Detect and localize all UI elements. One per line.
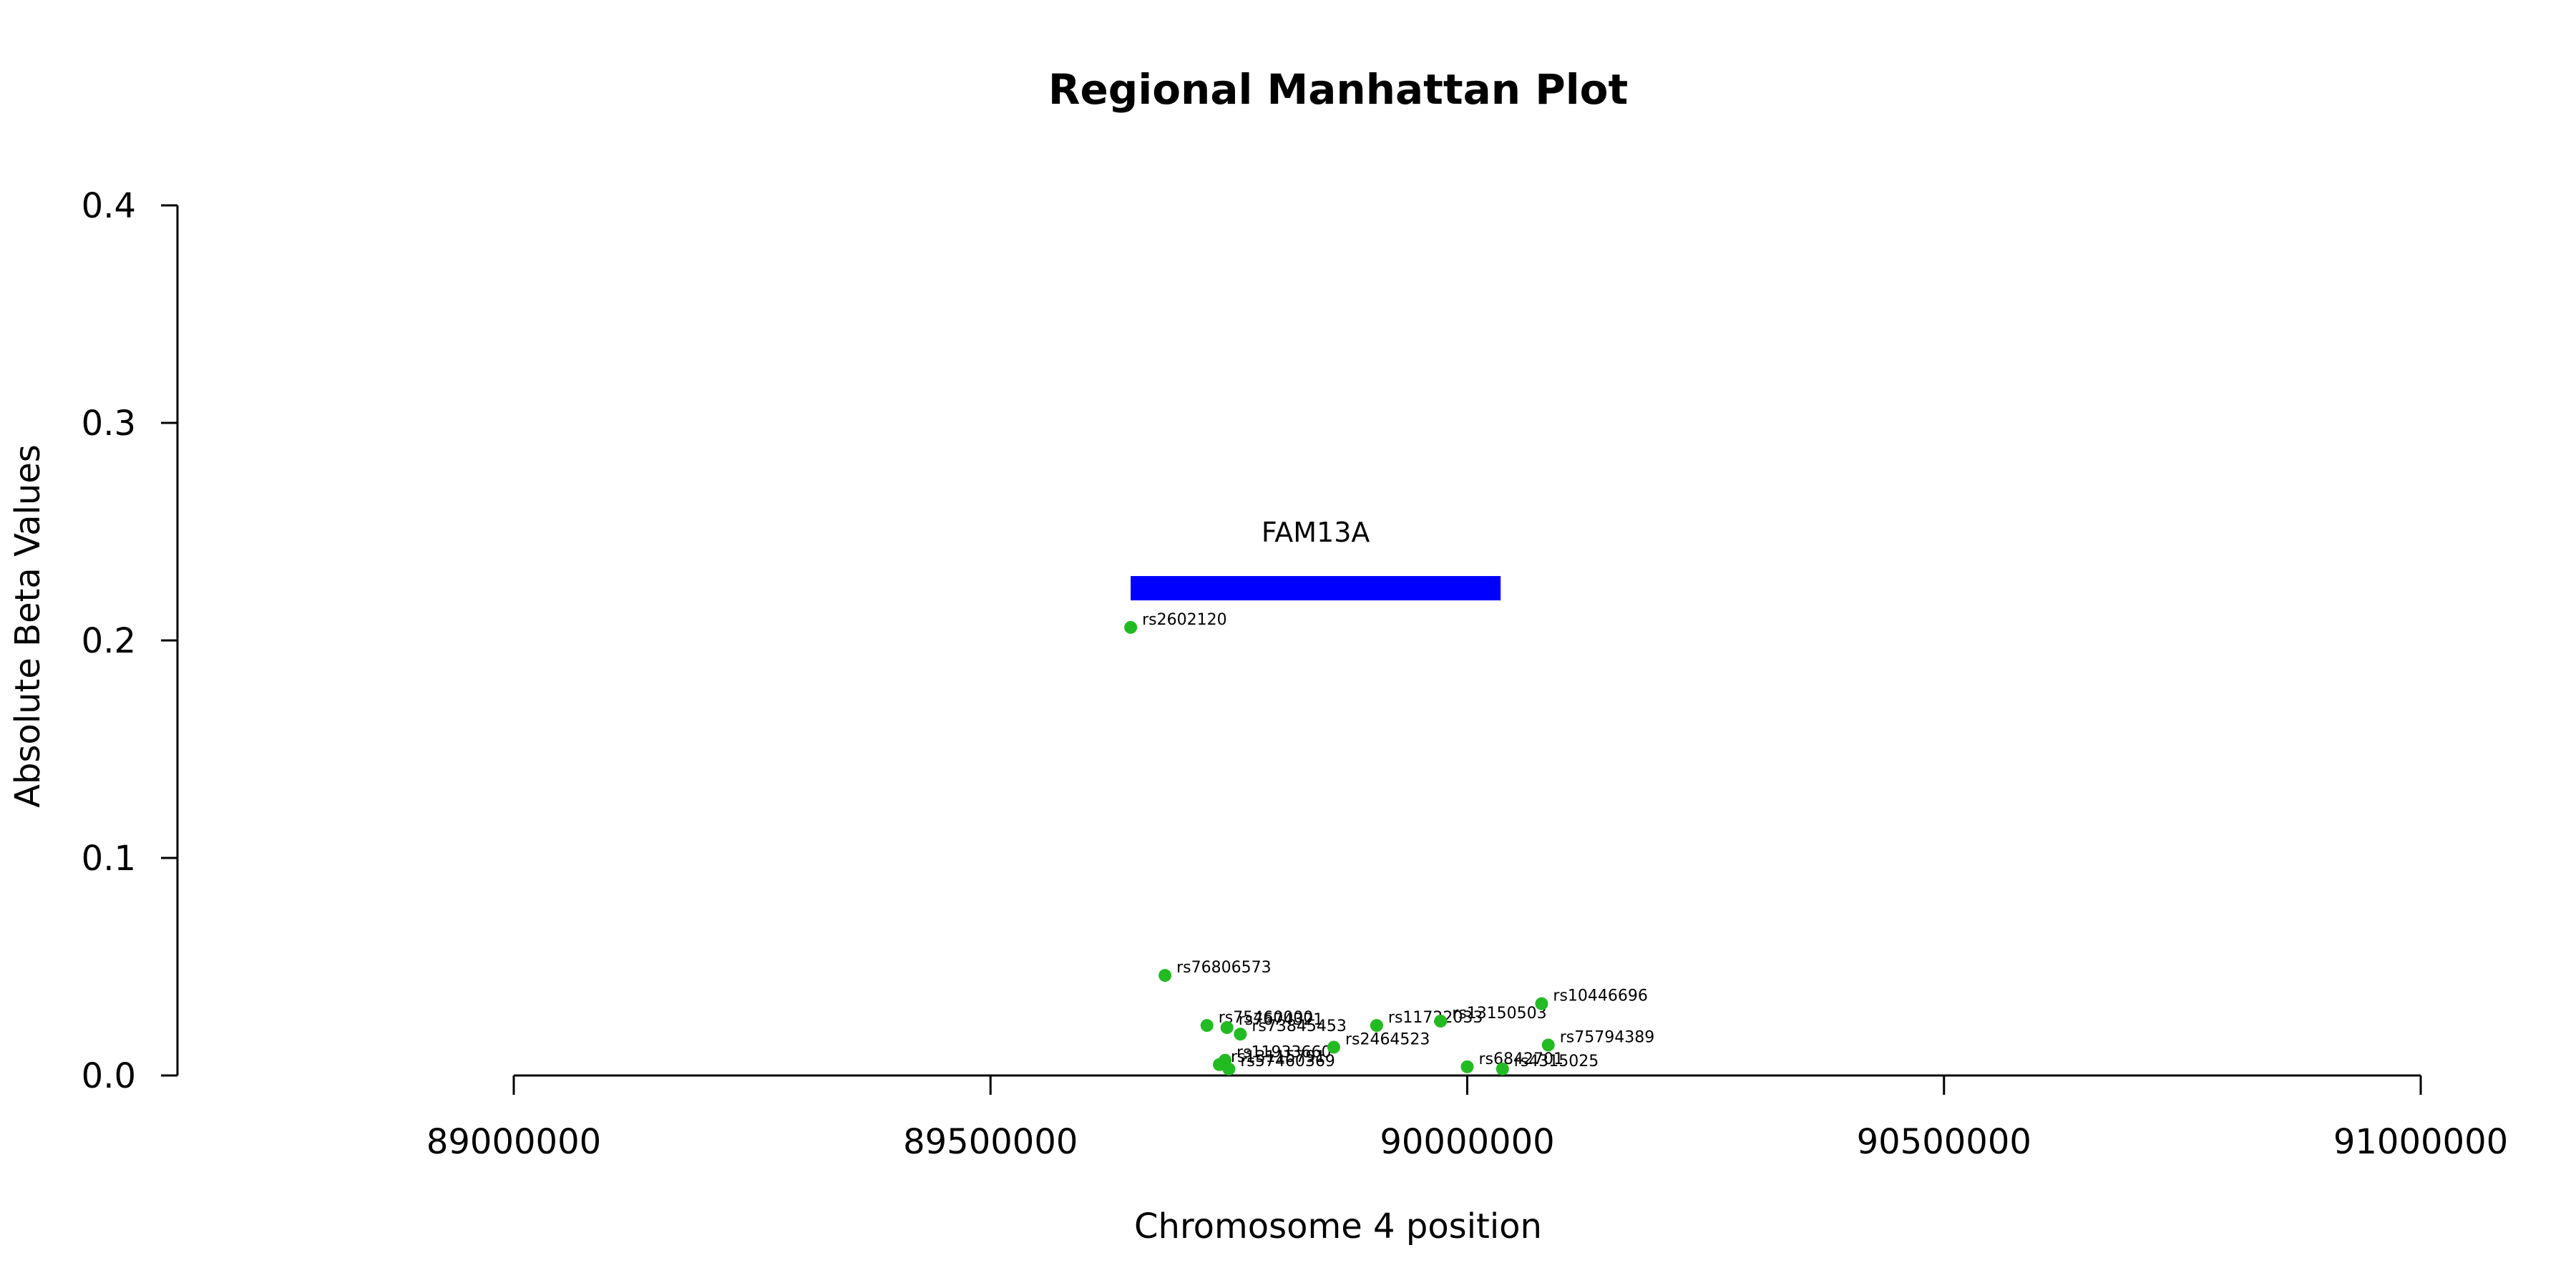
snp-point: [1535, 997, 1548, 1010]
snp-label: rs76806573: [1176, 959, 1271, 977]
snp-point: [1222, 1062, 1236, 1075]
y-tick-label: 0.2: [82, 621, 136, 661]
snp-point: [1200, 1019, 1214, 1033]
snp-point: [1460, 1060, 1474, 1073]
snp-label: rs6842701: [1479, 1050, 1564, 1068]
chart-title: Regional Manhattan Plot: [1048, 65, 1628, 114]
gene-label: FAM13A: [1262, 517, 1370, 548]
snp-label: rs2602120: [1142, 611, 1227, 629]
gene-track: FAM13A: [1131, 517, 1501, 601]
y-tick-label: 0.4: [82, 186, 136, 226]
snp-point: [1234, 1028, 1247, 1041]
x-tick-label: 89000000: [426, 1122, 601, 1162]
snp-point: [1158, 969, 1172, 982]
snp-label: rs10446696: [1553, 987, 1647, 1005]
y-tick-label: 0.1: [82, 839, 136, 879]
y-axis-label: Absolute Beta Values: [8, 444, 48, 808]
x-tick-label: 90000000: [1380, 1122, 1554, 1162]
x-axis-ticks: 89000000 89500000 90000000 90500000 91000000: [426, 1075, 2508, 1162]
snp-label: rs73845453: [1252, 1018, 1346, 1035]
snp-point: [1124, 620, 1138, 634]
snp-label: rs4315025: [1514, 1053, 1599, 1070]
snp-label: rs75794389: [1560, 1028, 1654, 1046]
x-tick-label: 90500000: [1857, 1122, 2031, 1162]
snp-label: rs75460000: [1219, 1009, 1313, 1027]
snp-label: rs2464523: [1345, 1030, 1430, 1048]
snp-point: [1541, 1038, 1555, 1052]
x-tick-label: 91000000: [2333, 1122, 2508, 1162]
snp-label: rs7674321: [1239, 1011, 1324, 1029]
snp-point: [1434, 1015, 1448, 1028]
snp-label: rs57460369: [1240, 1053, 1335, 1070]
snp-label: rs13115791: [1231, 1048, 1325, 1066]
snp-label: rs13150503: [1452, 1005, 1546, 1023]
x-axis-label: Chromosome 4 position: [1134, 1206, 1542, 1246]
gene-bar: [1131, 576, 1501, 601]
snp-point: [1496, 1062, 1509, 1075]
y-tick-label: 0.0: [82, 1056, 136, 1096]
y-tick-label: 0.3: [82, 404, 136, 444]
snp-label: rs11933660: [1236, 1044, 1331, 1062]
snp-point: [1220, 1021, 1234, 1035]
snp-points: rs2602120rs76806573rs75460000rs73845453r…: [1124, 611, 1654, 1075]
snp-point: [1370, 1019, 1383, 1033]
snp-point: [1327, 1040, 1340, 1054]
x-tick-label: 89500000: [903, 1122, 1078, 1162]
y-axis-ticks: 0.0 0.1 0.2 0.3 0.4: [82, 186, 177, 1096]
